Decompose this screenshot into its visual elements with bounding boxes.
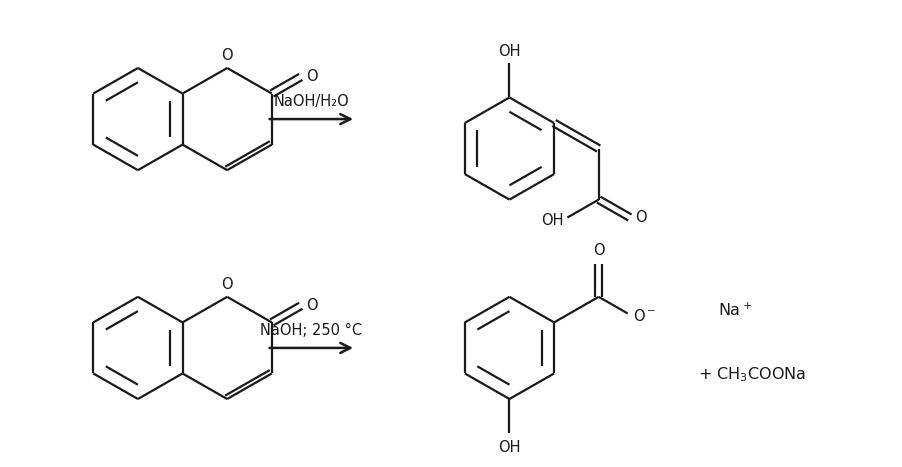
Text: OH: OH bbox=[541, 213, 564, 228]
Text: + CH$_3$COONa: + CH$_3$COONa bbox=[698, 365, 805, 384]
Text: O: O bbox=[306, 70, 318, 85]
Text: O: O bbox=[221, 48, 233, 63]
Text: O: O bbox=[593, 243, 604, 258]
Text: OH: OH bbox=[498, 440, 520, 455]
Text: Na$^+$: Na$^+$ bbox=[717, 302, 751, 319]
Text: O: O bbox=[221, 277, 233, 292]
Text: NaOH/H₂O: NaOH/H₂O bbox=[273, 94, 349, 109]
Text: O: O bbox=[635, 210, 647, 225]
Text: O$^-$: O$^-$ bbox=[632, 308, 656, 325]
Text: O: O bbox=[306, 298, 318, 313]
Text: NaOH; 250 °C: NaOH; 250 °C bbox=[261, 323, 363, 338]
Text: OH: OH bbox=[498, 44, 520, 59]
